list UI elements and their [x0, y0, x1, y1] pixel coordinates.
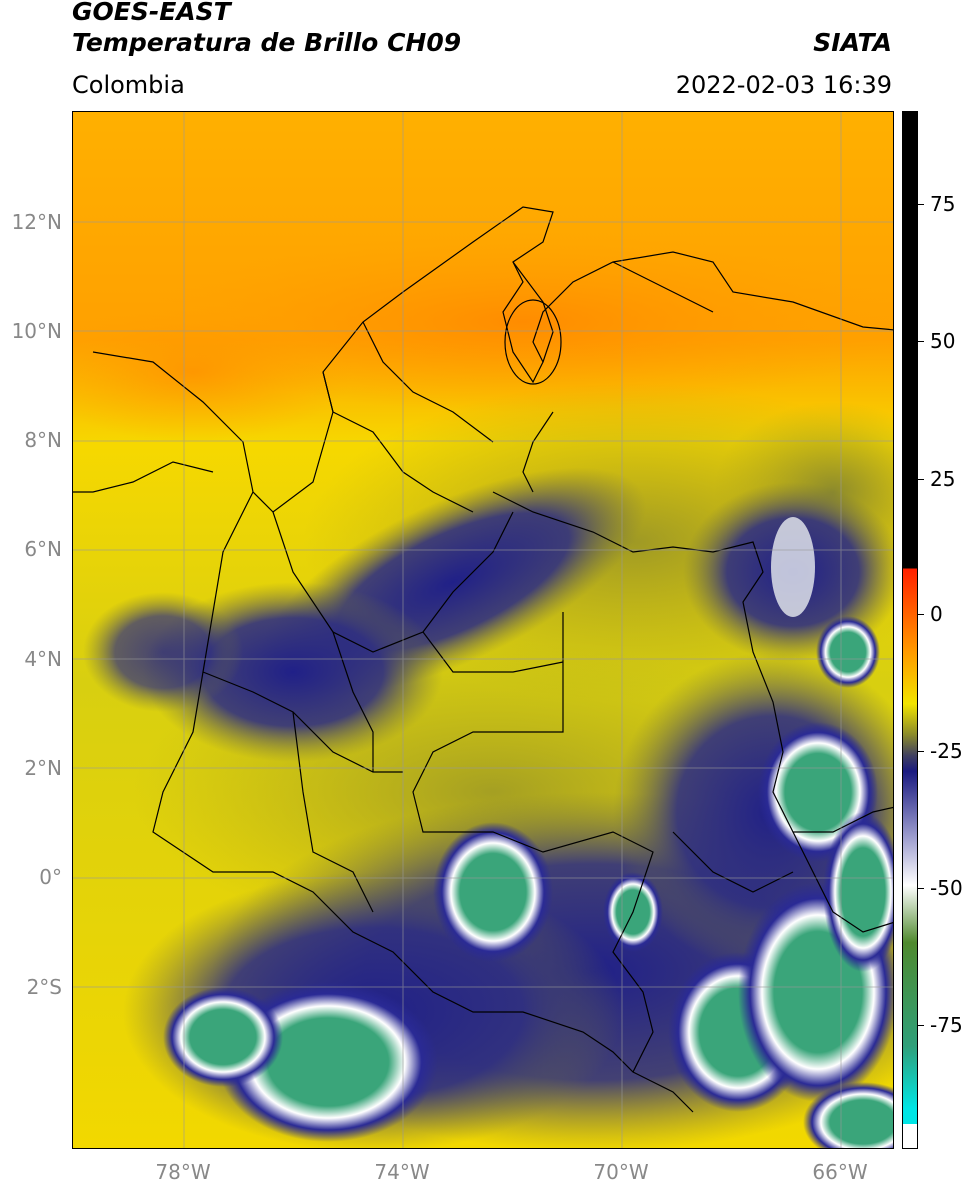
lat-label-8n: 8°N: [24, 428, 62, 452]
lat-label-2n: 2°N: [24, 756, 62, 780]
lat-label-4n: 4°N: [24, 647, 62, 671]
colorbar: [902, 111, 918, 1149]
colorbar-tick: [917, 614, 924, 615]
lat-label-2s: 2°S: [26, 975, 62, 999]
lon-label-66w: 66°W: [812, 1160, 868, 1184]
agency-label: SIATA: [813, 28, 892, 57]
colorbar-label-25: 25: [930, 467, 956, 491]
colorbar-label-minus75: -75: [930, 1013, 963, 1037]
colorbar-label-50: 50: [930, 329, 956, 353]
lat-label-10n: 10°N: [11, 319, 62, 343]
satellite-map: [72, 111, 894, 1149]
colorbar-tick: [917, 479, 924, 480]
lat-label-12n: 12°N: [11, 210, 62, 234]
lon-label-70w: 70°W: [593, 1160, 649, 1184]
colorbar-label-75: 75: [930, 192, 956, 216]
map-image: [73, 112, 893, 1148]
lat-label-6n: 6°N: [24, 537, 62, 561]
title-line-1: GOES-EAST: [72, 0, 231, 26]
lon-label-74w: 74°W: [374, 1160, 430, 1184]
colorbar-tick: [917, 341, 924, 342]
colorbar-tick: [917, 204, 924, 205]
timestamp-label: 2022-02-03 16:39: [675, 71, 892, 99]
colorbar-label-minus25: -25: [930, 739, 963, 763]
title-line-2: Temperatura de Brillo CH09: [72, 28, 462, 57]
region-label: Colombia: [72, 71, 185, 99]
lon-label-78w: 78°W: [155, 1160, 211, 1184]
colorbar-gradient: [903, 112, 917, 1148]
colorbar-tick: [917, 751, 924, 752]
lat-label-0: 0°: [39, 865, 62, 889]
colorbar-tick: [917, 1025, 924, 1026]
colorbar-label-0: 0: [930, 602, 943, 626]
colorbar-label-minus50: -50: [930, 876, 963, 900]
colorbar-tick: [917, 888, 924, 889]
